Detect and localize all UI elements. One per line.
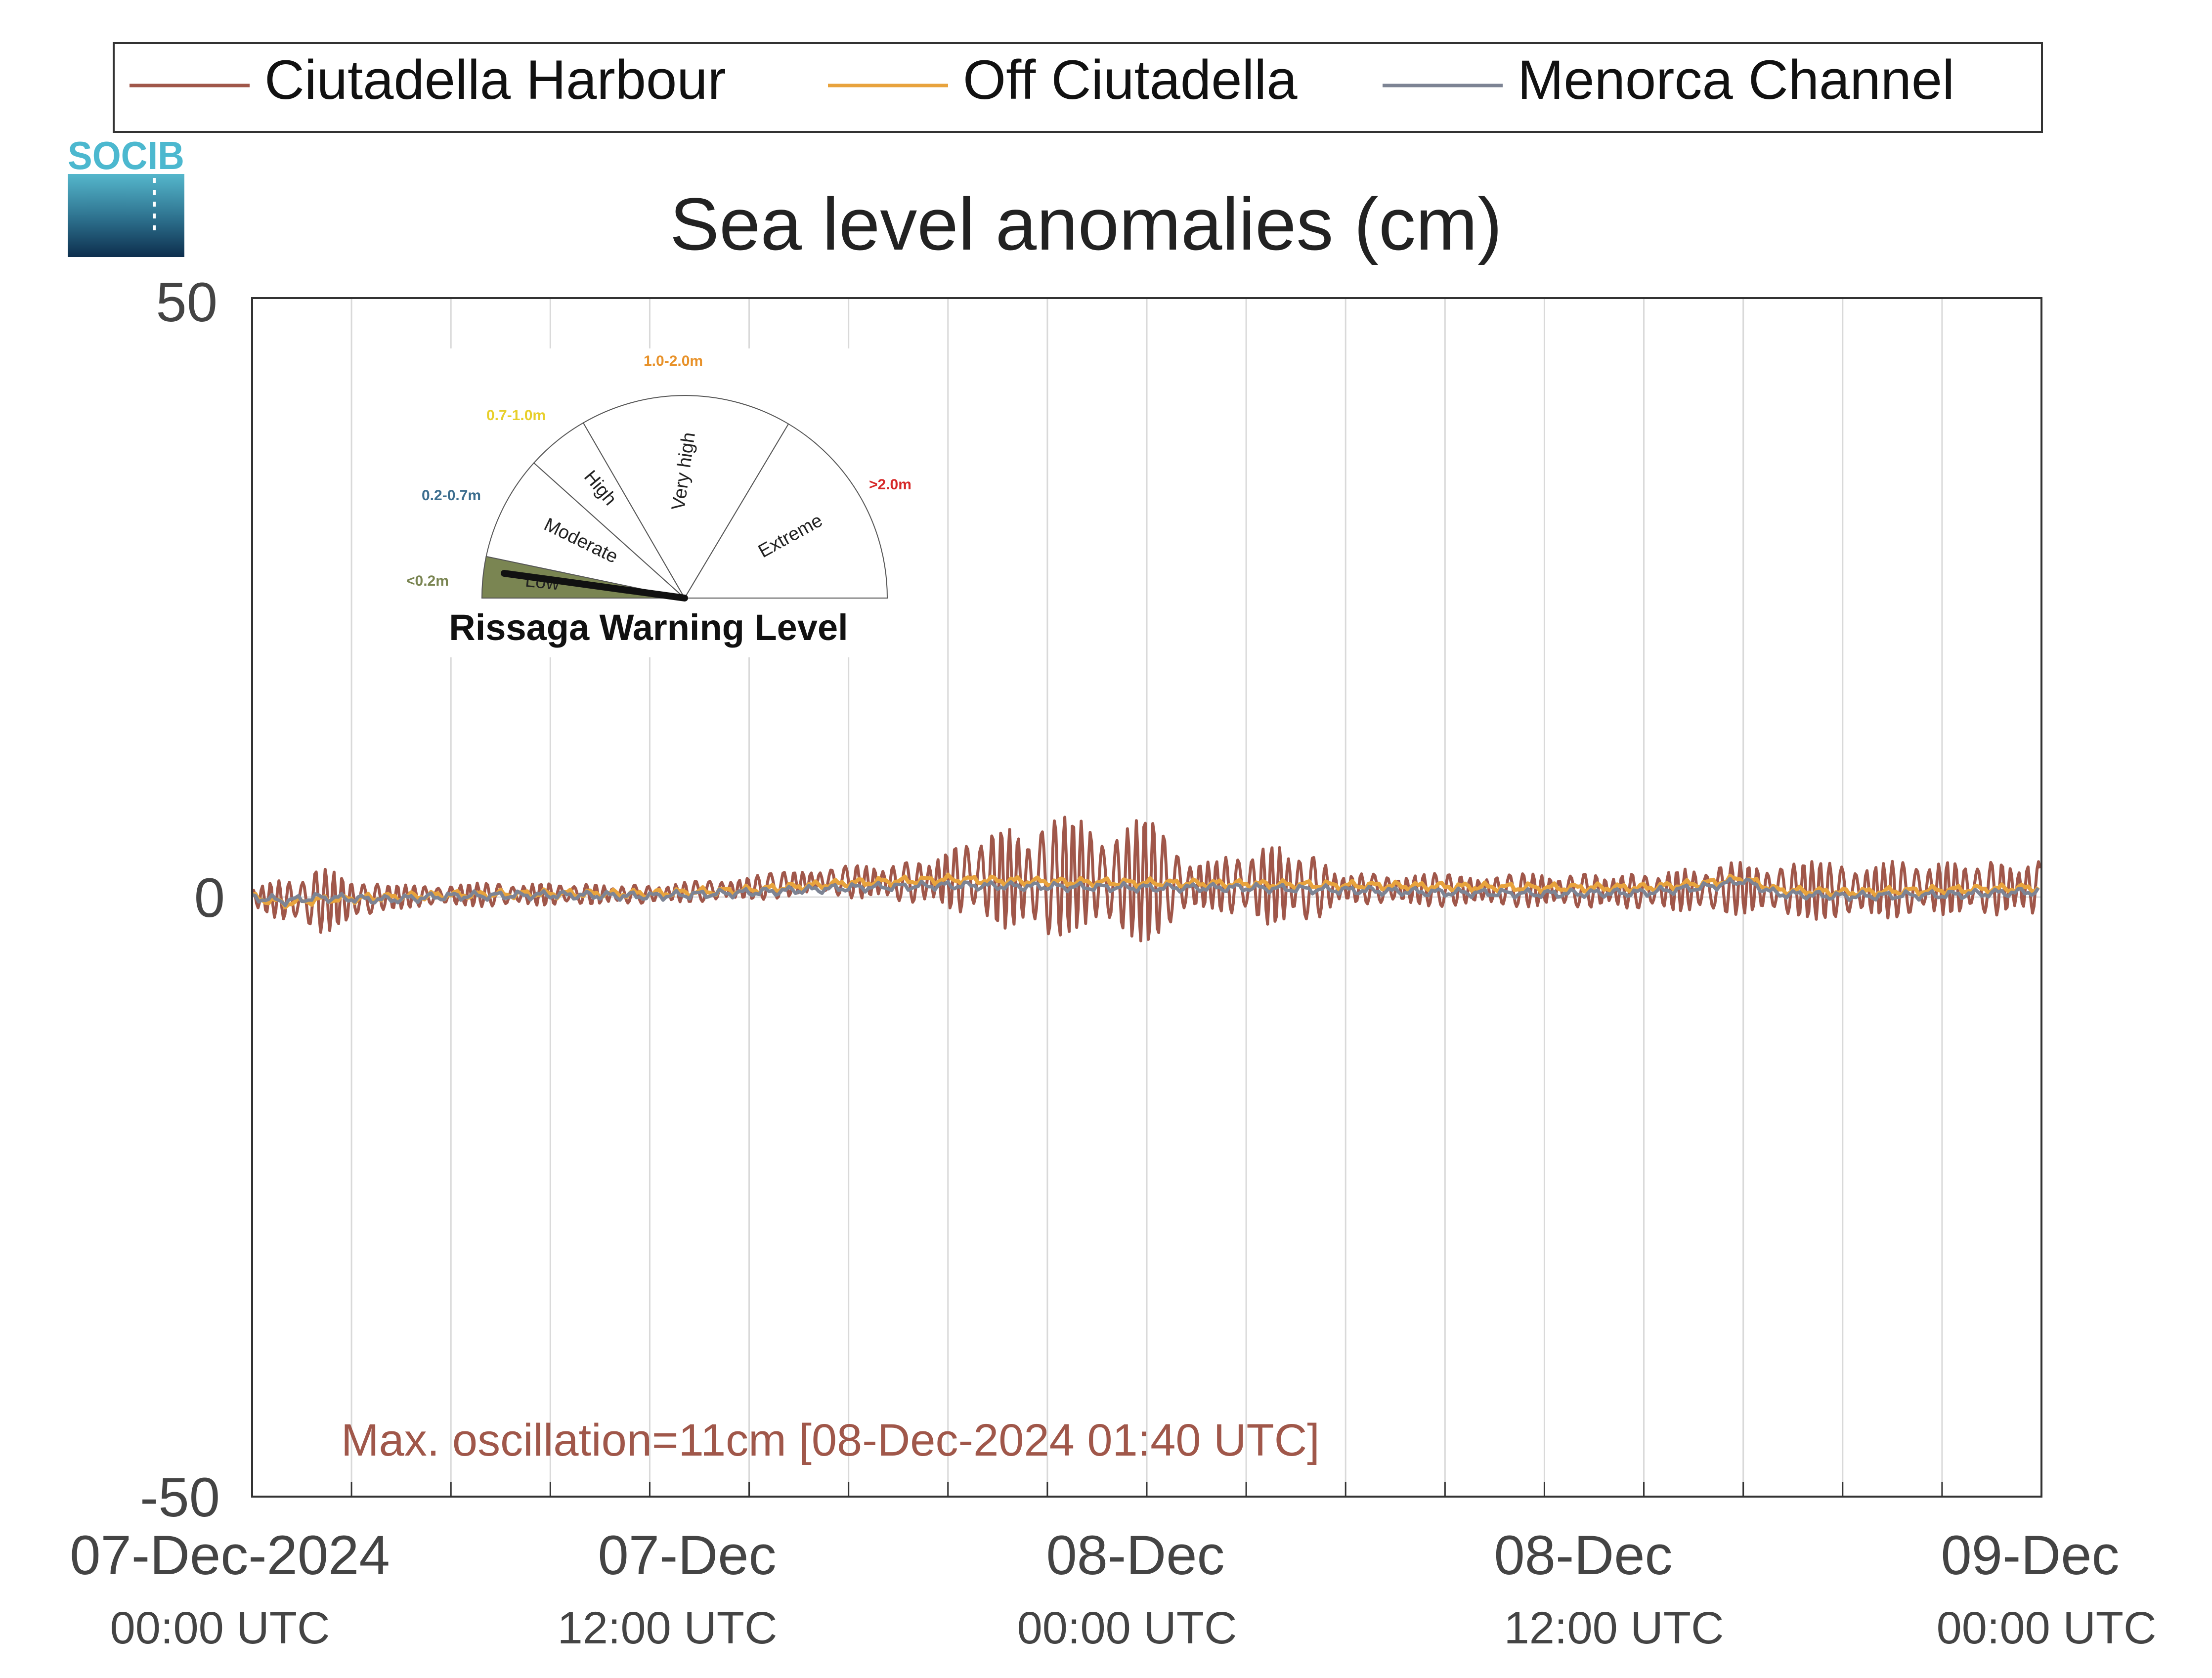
gauge-sector-moderate xyxy=(485,462,687,599)
x-tick-sublabel-4: 12:00 UTC xyxy=(1504,1603,1724,1653)
x-tick-label-3: 08-Dec xyxy=(1046,1524,1224,1586)
x-tick-sublabel-2: 12:00 UTC xyxy=(558,1603,778,1653)
x-tick-label-2: 07-Dec xyxy=(598,1524,776,1586)
legend-frame xyxy=(113,42,2043,133)
gauge-title: Rissaga Warning Level xyxy=(449,607,848,648)
x-tick-sublabel-5: 00:00 UTC xyxy=(1937,1603,2157,1653)
rissaga-gauge: Low Moderate High Very high Extreme <0.2… xyxy=(400,348,927,657)
x-tick-label-1: 07-Dec-2024 xyxy=(70,1524,390,1586)
gauge-sector-extreme xyxy=(684,423,888,599)
x-tick-label-4: 08-Dec xyxy=(1494,1524,1672,1586)
legend-label-ciutadella-harbour: Ciutadella Harbour xyxy=(264,49,726,111)
gauge-range-low: <0.2m xyxy=(406,573,449,589)
legend: Ciutadella Harbour Off Ciutadella Menorc… xyxy=(113,42,2043,133)
x-tick-label-5: 09-Dec xyxy=(1941,1524,2119,1586)
gauge-range-moderate: 0.2-0.7m xyxy=(422,487,481,504)
y-tick-label-zero: 0 xyxy=(194,867,225,929)
series-line-menorca-channel xyxy=(251,877,2040,907)
series-layer xyxy=(251,816,2041,943)
socib-logo-mark xyxy=(68,174,184,257)
gauge-range-extreme: >2.0m xyxy=(869,476,911,493)
gauge-sector-very-high xyxy=(582,395,789,599)
gauge-range-very-high: 1.0-2.0m xyxy=(644,353,703,369)
socib-logo-text: SOCIB xyxy=(68,133,184,177)
series-line-off-ciutadella xyxy=(251,872,2040,909)
max-oscillation-annotation: Max. oscillation=11cm [08-Dec-2024 01:40… xyxy=(341,1415,1320,1465)
legend-label-menorca-channel: Menorca Channel xyxy=(1518,49,1954,111)
x-tick-marks xyxy=(350,1482,1943,1497)
chart-title: Sea level anomalies (cm) xyxy=(670,182,1502,265)
x-tick-sublabel-1: 00:00 UTC xyxy=(110,1603,330,1653)
gauge-needle xyxy=(501,570,688,602)
legend-label-off-ciutadella: Off Ciutadella xyxy=(963,49,1298,111)
gauge-range-high: 0.7-1.0m xyxy=(486,407,546,424)
socib-logo: SOCIB xyxy=(68,133,184,257)
y-tick-label-top: 50 xyxy=(156,271,217,333)
x-tick-sublabel-3: 00:00 UTC xyxy=(1017,1603,1237,1653)
y-tick-label-bottom: -50 xyxy=(140,1466,220,1528)
